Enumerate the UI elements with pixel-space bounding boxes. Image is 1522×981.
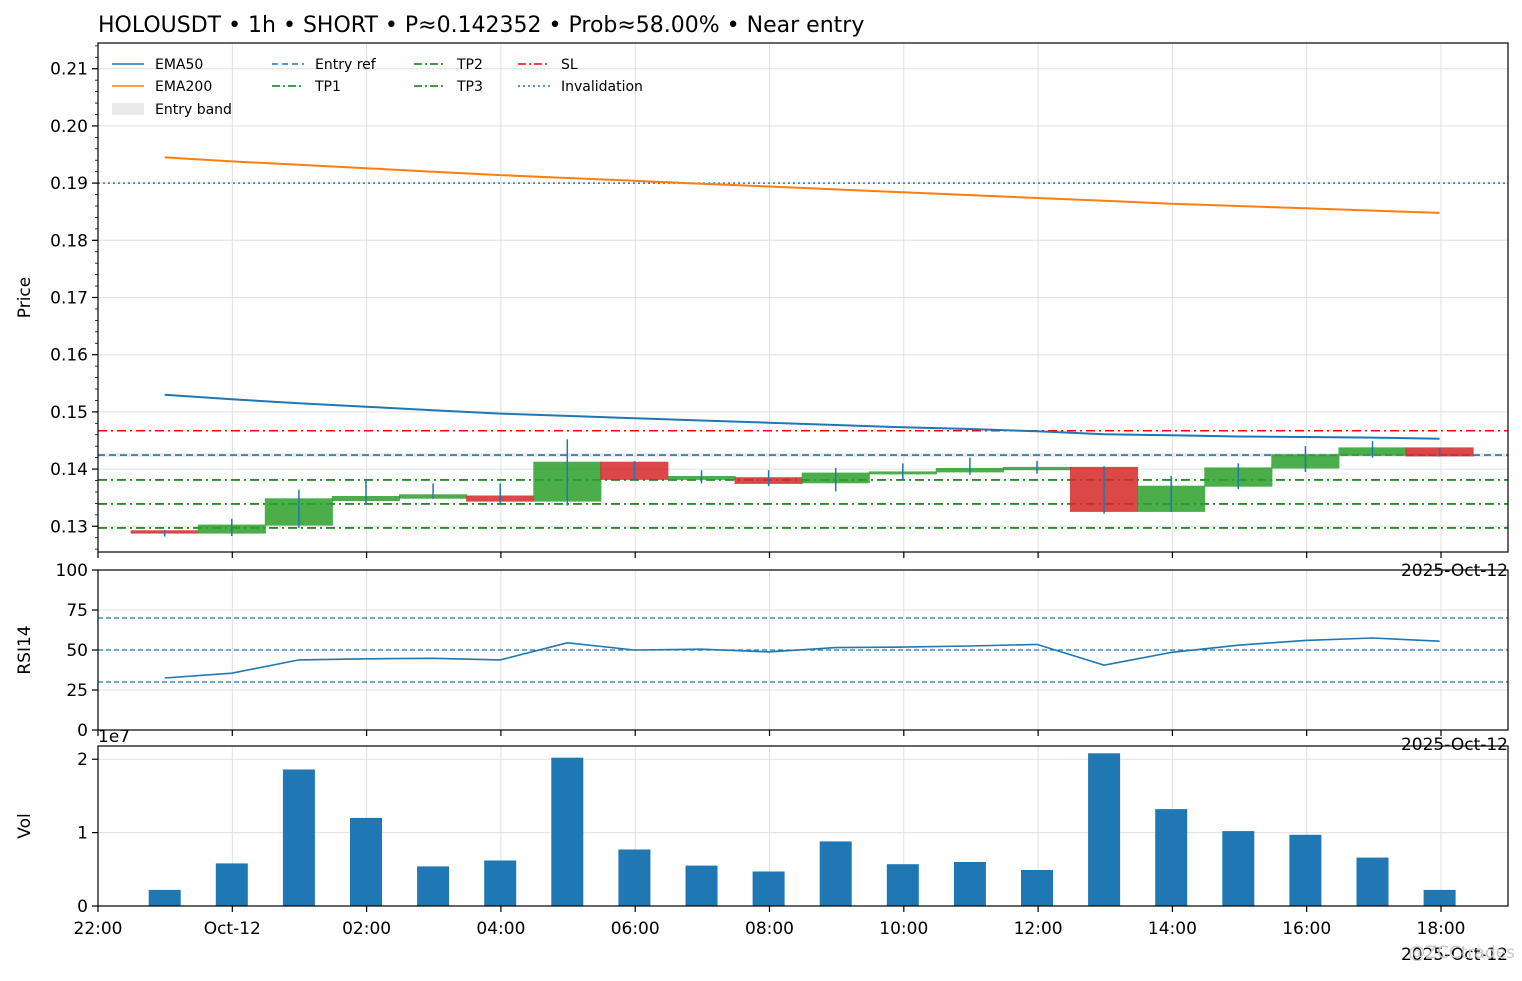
vol-ytick-label: 2 <box>77 750 88 770</box>
volume-bar <box>1088 753 1121 906</box>
volume-bar <box>752 871 785 906</box>
legend-label: TP3 <box>456 79 483 95</box>
x-tick-label: 10:00 <box>879 919 928 939</box>
vol-ytick-label: 0 <box>77 897 88 917</box>
volume-bar <box>1423 889 1456 906</box>
legend-label: TP2 <box>456 57 483 73</box>
volume-bar <box>1155 809 1188 906</box>
legend-label: SL <box>561 57 578 73</box>
volume-bar <box>215 863 248 906</box>
volume-bar <box>1021 870 1053 906</box>
volume-bar <box>953 862 986 906</box>
vol-scale-label: 1e7 <box>98 727 130 747</box>
legend-label: TP1 <box>314 79 341 95</box>
price-ytick-label: 0.20 <box>50 117 88 137</box>
legend-label: EMA200 <box>155 79 212 95</box>
price-ytick-label: 0.15 <box>50 403 88 423</box>
rsi-corner-date: 2025-Oct-12 <box>1401 735 1508 755</box>
chart-title: HOLOUSDT • 1h • SHORT • P≈0.142352 • Pro… <box>98 13 864 38</box>
volume-bar <box>148 889 181 906</box>
volume-bar <box>484 860 517 906</box>
rsi-ytick-label: 0 <box>77 721 88 741</box>
legend-label: Invalidation <box>561 79 643 95</box>
volume-bar <box>1356 857 1389 906</box>
rsi-ytick-label: 100 <box>56 561 88 581</box>
volume-bar <box>618 849 651 906</box>
price-ytick-label: 0.18 <box>50 231 88 251</box>
price-corner-date: 2025-Oct-12 <box>1401 561 1508 581</box>
x-tick-label: 02:00 <box>342 919 391 939</box>
price-ytick-label: 0.14 <box>50 460 88 480</box>
price-ytick-label: 0.17 <box>50 289 88 309</box>
price-ytick-label: 0.21 <box>50 60 88 80</box>
ema200-line <box>164 156 1440 214</box>
legend-label: Entry band <box>155 102 232 118</box>
x-tick-label: 18:00 <box>1417 919 1466 939</box>
x-tick-label: 08:00 <box>745 919 794 939</box>
x-tick-label: 06:00 <box>611 919 660 939</box>
legend-label: EMA50 <box>155 57 203 73</box>
volume-bar <box>282 769 315 906</box>
rsi-ytick-label: 25 <box>66 681 88 701</box>
rsi-ytick-label: 75 <box>66 601 88 621</box>
ema50-line <box>164 393 1440 440</box>
volume-bar <box>685 865 718 906</box>
legend-swatch-band <box>112 103 144 115</box>
x-tick-label: 22:00 <box>74 919 123 939</box>
volume-bar <box>819 841 852 906</box>
watermark: @ZCCtrades <box>1408 943 1515 963</box>
x-tick-label: 12:00 <box>1014 919 1063 939</box>
price-ytick-label: 0.13 <box>50 517 88 537</box>
volume-bar <box>886 864 919 906</box>
price-ytick-label: 0.19 <box>50 174 88 194</box>
rsi-line <box>164 637 1440 679</box>
x-corner-date: 2025-Oct-12 <box>1401 945 1508 965</box>
volume-bar <box>551 757 584 906</box>
rsi-axis-title: RSI14 <box>15 625 35 674</box>
x-tick-label: 16:00 <box>1282 919 1331 939</box>
vol-axis-title: Vol <box>15 813 35 838</box>
price-ytick-label: 0.16 <box>50 346 88 366</box>
volume-bar <box>417 866 450 906</box>
volume-bar <box>350 817 382 906</box>
x-tick-label: Oct-12 <box>204 919 261 939</box>
vol-ytick-label: 1 <box>77 824 88 844</box>
vol-panel-frame <box>97 745 1509 907</box>
volume-bar <box>1222 831 1255 906</box>
rsi-ytick-label: 50 <box>66 641 88 661</box>
x-tick-label: 14:00 <box>1148 919 1197 939</box>
legend-label: Entry ref <box>315 57 377 73</box>
price-axis-title: Price <box>15 277 35 318</box>
x-tick-label: 04:00 <box>476 919 525 939</box>
volume-bar <box>1289 834 1322 906</box>
